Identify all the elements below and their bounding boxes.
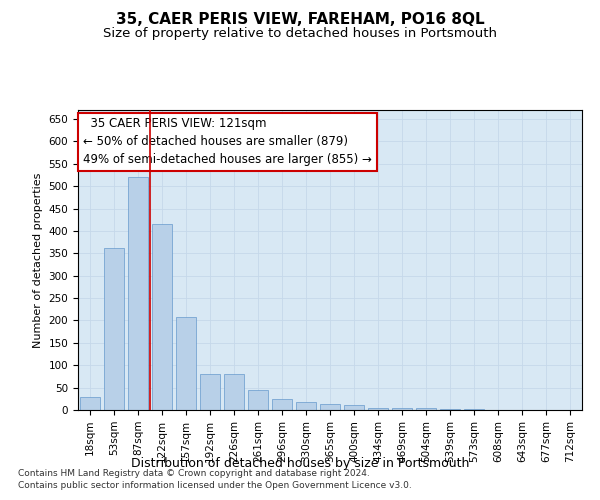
Bar bbox=[272, 399, 292, 410]
Bar bbox=[392, 408, 412, 410]
Text: 35 CAER PERIS VIEW: 121sqm
← 50% of detached houses are smaller (879)
49% of sem: 35 CAER PERIS VIEW: 121sqm ← 50% of deta… bbox=[83, 118, 372, 166]
Text: 35, CAER PERIS VIEW, FAREHAM, PO16 8QL: 35, CAER PERIS VIEW, FAREHAM, PO16 8QL bbox=[116, 12, 484, 28]
Text: Size of property relative to detached houses in Portsmouth: Size of property relative to detached ho… bbox=[103, 28, 497, 40]
Bar bbox=[320, 404, 340, 410]
Bar bbox=[152, 224, 172, 410]
Bar bbox=[200, 374, 220, 410]
Bar bbox=[464, 408, 484, 410]
Text: Contains public sector information licensed under the Open Government Licence v3: Contains public sector information licen… bbox=[18, 481, 412, 490]
Bar bbox=[344, 404, 364, 410]
Bar bbox=[440, 408, 460, 410]
Bar bbox=[104, 248, 124, 410]
Bar bbox=[80, 396, 100, 410]
Text: Distribution of detached houses by size in Portsmouth: Distribution of detached houses by size … bbox=[131, 458, 469, 470]
Bar bbox=[128, 177, 148, 410]
Bar bbox=[248, 390, 268, 410]
Bar bbox=[416, 408, 436, 410]
Text: Contains HM Land Registry data © Crown copyright and database right 2024.: Contains HM Land Registry data © Crown c… bbox=[18, 468, 370, 477]
Bar bbox=[176, 318, 196, 410]
Y-axis label: Number of detached properties: Number of detached properties bbox=[33, 172, 43, 348]
Bar bbox=[296, 402, 316, 410]
Bar bbox=[224, 374, 244, 410]
Bar bbox=[368, 408, 388, 410]
